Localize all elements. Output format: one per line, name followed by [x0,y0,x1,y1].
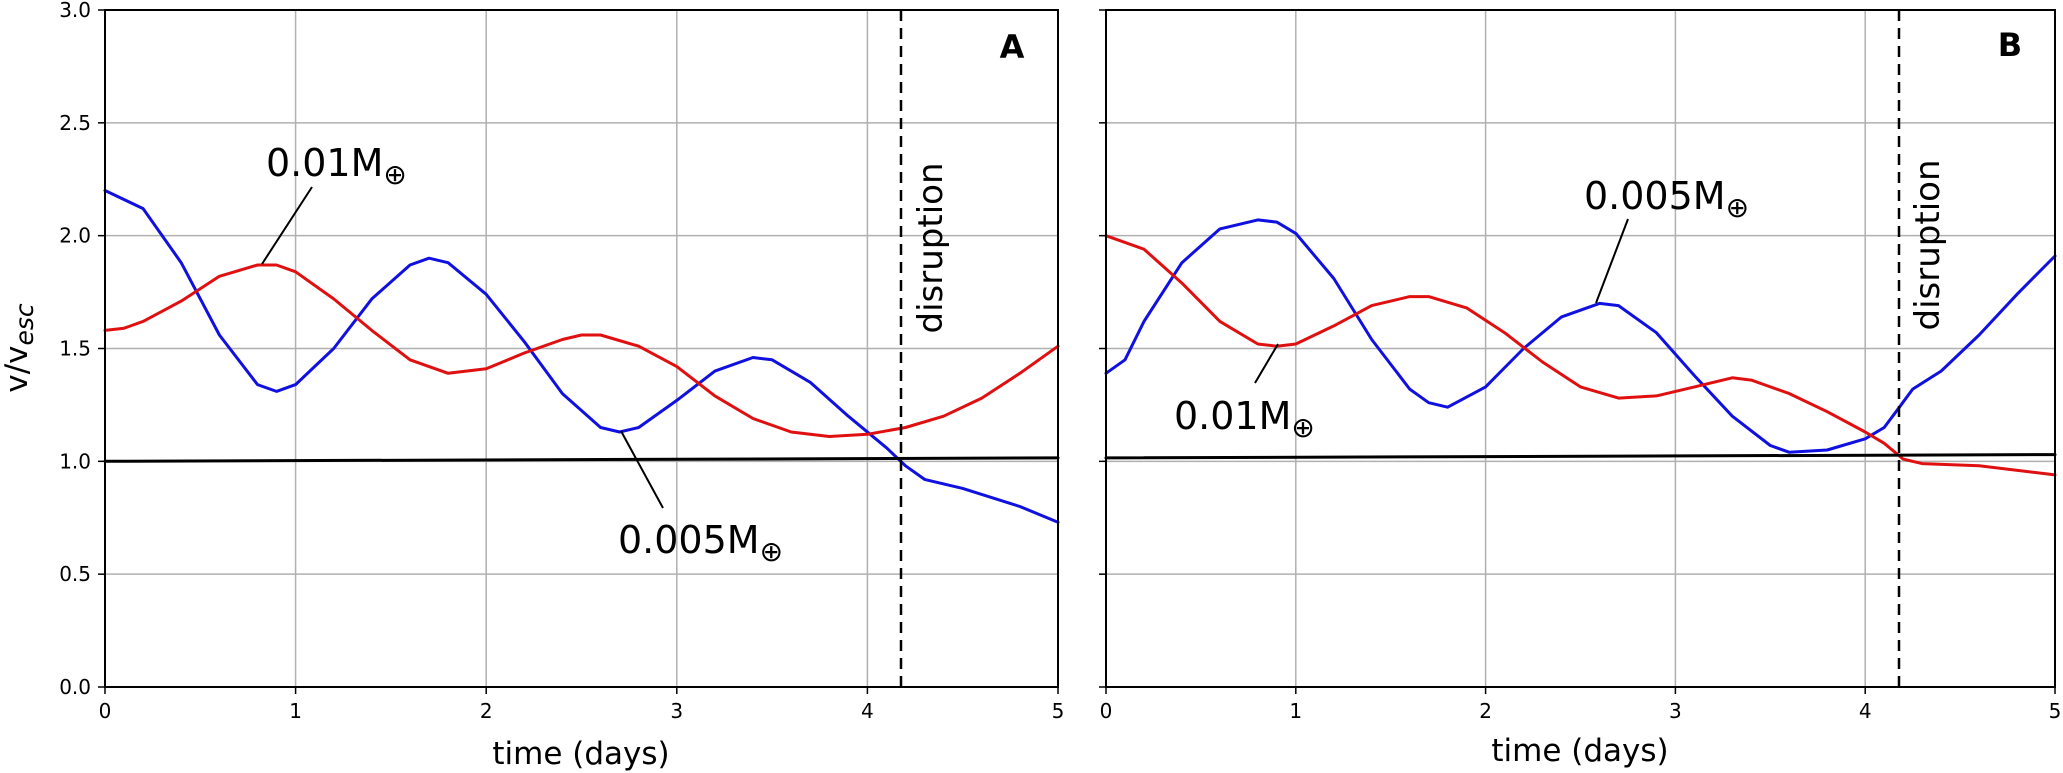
x-tick-label: 4 [861,699,874,723]
vline-label-disruption-b: disruption [1908,160,1948,331]
series-line-red-a [103,263,1060,438]
annotation-arrow-0005-b [1595,218,1629,304]
annotation-label-001-b-main: 0.01M [1174,394,1291,438]
x-tick-label: 0 [1100,699,1113,723]
annotation-label-0005-a-sub: ⊕ [760,535,783,568]
y-tick-label: 0.0 [59,675,91,699]
series-line-red-b [1104,234,2057,477]
y-tick-label: 1.0 [59,449,91,473]
ticks-a: 0 1 2 3 4 5 0.0 0.5 1.0 1.5 2.0 2.5 3.0 [59,0,1064,723]
y-axis-label-main: v/v [0,346,35,393]
annotation-arrow-001-b [1254,343,1279,384]
x-axis-label-a: time (days) [492,736,669,772]
vline-label-disruption-a: disruption [911,163,951,334]
y-tick-label: 3.0 [59,0,91,22]
x-tick-label: 0 [99,699,112,723]
annotation-label-001-b-sub: ⊕ [1291,411,1314,444]
grid-a [105,10,1058,687]
y-axis-label-subscript: esc [10,303,39,345]
annotation-label-0005-b-sub: ⊕ [1726,191,1749,224]
annotation-arrow-001-a [261,186,313,265]
annotation-label-0005-a: 0.005M⊕ [618,518,783,568]
y-axis-label: v/vesc [0,303,39,393]
x-axis-label-b: time (days) [1491,733,1668,769]
y-tick-label: 2.0 [59,224,91,248]
y-tick-label: 1.5 [59,337,91,361]
y-tick-label: 0.5 [59,562,91,586]
annotation-label-001-b: 0.01M⊕ [1174,394,1315,444]
series-line-black-a [103,456,1060,463]
panel-label-a: A [1000,28,1025,66]
series-line-black-b [1104,453,2057,460]
x-tick-label: 5 [1052,699,1065,723]
annotation-arrow-0005-a [620,430,664,509]
series-line-blue-b [1104,218,2057,454]
series-layer-b [1104,218,2057,477]
x-tick-label: 3 [670,699,683,723]
x-tick-label: 1 [1289,699,1302,723]
x-tick-label: 5 [2049,699,2062,723]
series-layer-a [103,189,1060,524]
x-tick-label: 3 [1669,699,1682,723]
x-tick-label: 2 [1479,699,1492,723]
annotation-label-0005-a-main: 0.005M [618,518,760,562]
annotation-label-001-a-main: 0.01M [266,141,383,185]
ticks-b: 0 1 2 3 4 5 [1099,9,2062,723]
y-tick-label: 2.5 [59,111,91,135]
panel-a: 0 1 2 3 4 50.00.51.01.52.02.53.0 time (days) … [0,0,1064,772]
x-tick-label: 2 [480,699,493,723]
panel-label-b: B [1998,26,2022,64]
grid-b [1106,10,2055,687]
annotation-label-0005-b-main: 0.005M [1584,174,1726,218]
annotation-label-001-a: 0.01M⊕ [266,141,407,191]
x-tick-label: 4 [1859,699,1872,723]
series-line-blue-a [103,189,1060,524]
annotation-label-0005-b: 0.005M⊕ [1584,174,1749,224]
annotation-label-001-a-sub: ⊕ [383,158,406,191]
x-tick-label: 1 [289,699,302,723]
